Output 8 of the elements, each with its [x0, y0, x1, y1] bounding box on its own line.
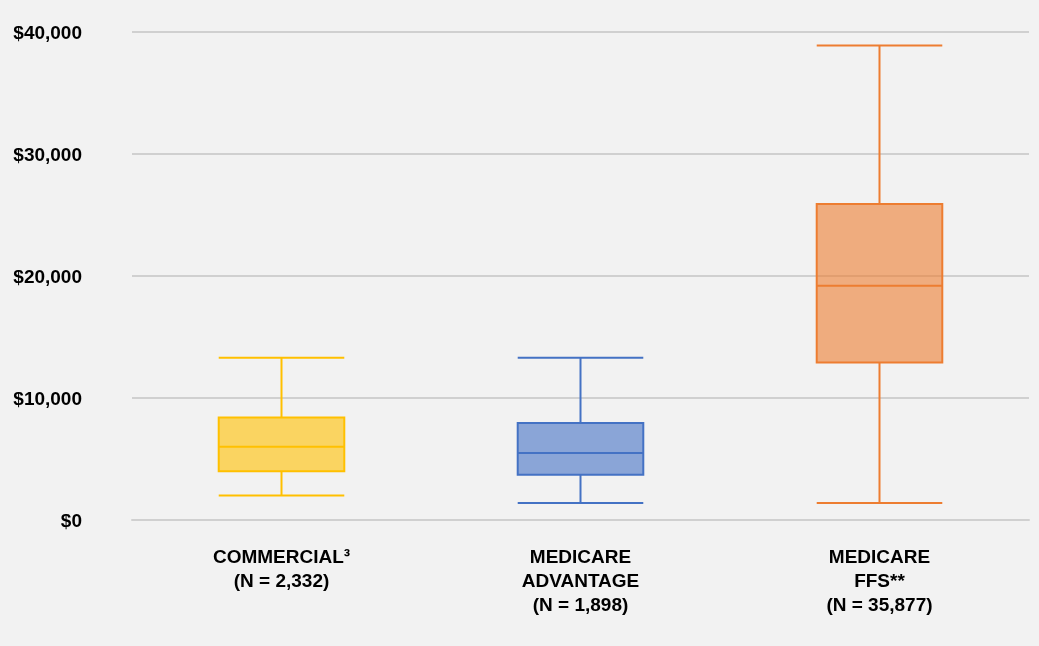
x-tick-label: MEDICARE ADVANTAGE (N = 1,898) — [521, 545, 640, 615]
y-tick-label: $0 — [60, 509, 82, 531]
x-tick-label: COMMERCIAL³ (N = 2,332) — [212, 545, 351, 591]
y-tick-label: $30,000 — [13, 143, 82, 165]
y-tick-label: $40,000 — [13, 21, 82, 43]
x-tick-label: MEDICARE FFS** (N = 35,877) — [826, 545, 933, 615]
y-tick-label: $20,000 — [13, 265, 82, 287]
y-tick-label: $10,000 — [13, 387, 82, 409]
